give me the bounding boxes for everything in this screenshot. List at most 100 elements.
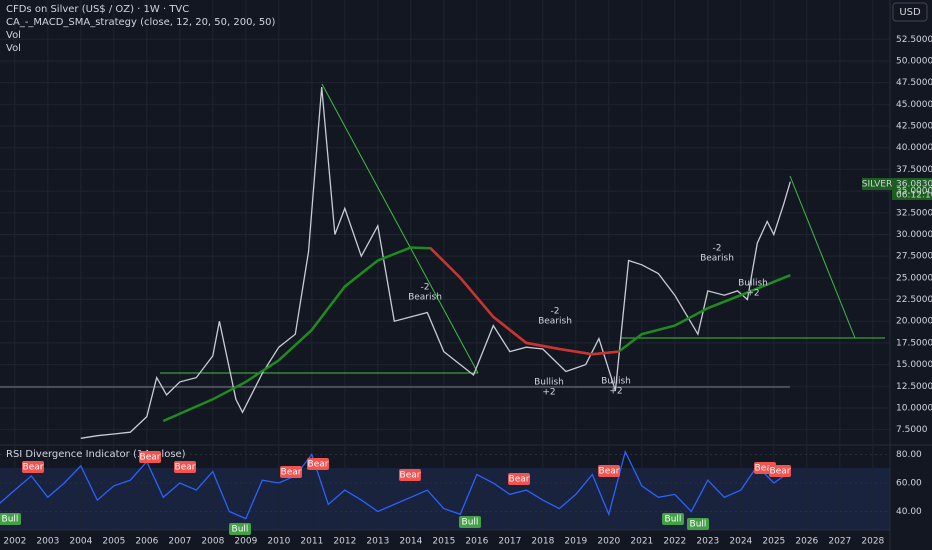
x-tick-label: 2023 — [696, 537, 719, 547]
annotation-text: Bullish — [601, 377, 631, 387]
plot — [0, 86, 791, 520]
series-line — [0, 449, 791, 520]
chart-title: CFDs on Silver (US$ / OZ) · 1W · TVC — [6, 4, 189, 15]
x-tick-label: 2014 — [399, 537, 422, 547]
y-tick-label: 60.00 — [896, 479, 922, 489]
x-tick-label: 2009 — [234, 537, 257, 547]
signal-label: Bear — [755, 464, 776, 474]
signal-label: Bull — [462, 518, 479, 528]
y-tick-label: 12.5000 — [896, 382, 932, 392]
x-tick-label: 2005 — [102, 537, 125, 547]
annotation-text: -2 — [713, 244, 722, 254]
y-tick-label: 22.5000 — [896, 295, 932, 305]
x-tick-label: 2028 — [861, 537, 884, 547]
x-tick-label: 2020 — [597, 537, 620, 547]
y-tick-label: 7.5000 — [896, 425, 928, 435]
y-tick-label: 40.0000 — [896, 143, 932, 153]
signal-badge — [139, 451, 161, 463]
signal-label: Bear — [509, 475, 530, 485]
rsi-title: RSI Divergence Indicator (14, close) — [6, 449, 186, 460]
signal-label: Bear — [175, 463, 196, 473]
y-tick-label: 42.5000 — [896, 122, 932, 132]
y-tick-label: 47.5000 — [896, 78, 932, 88]
x-tick-label: 2021 — [630, 537, 653, 547]
x-tick-label: 2003 — [36, 537, 59, 547]
grid — [0, 0, 890, 530]
signal-label: Bear — [23, 463, 44, 473]
x-tick-label: 2017 — [498, 537, 521, 547]
x-tick-label: 2027 — [828, 537, 851, 547]
signal-label: Bear — [140, 453, 161, 463]
x-tick-label: 2011 — [300, 537, 323, 547]
price-label: 36.0830 — [896, 180, 932, 190]
volume-label: Vol — [6, 30, 21, 41]
annotation-text: +2 — [746, 289, 759, 299]
x-tick-label: 2006 — [135, 537, 158, 547]
signal-badge — [769, 465, 791, 477]
x-tick-label: 2019 — [564, 537, 587, 547]
y-tick-label: 40.00 — [896, 507, 922, 517]
y-tick-label: 50.0000 — [896, 56, 932, 66]
signal-label: Bull — [232, 525, 249, 535]
signal-badge — [459, 516, 481, 528]
y-tick-label: 35.0000 — [896, 187, 932, 197]
countdown-label: 06:12:10 — [896, 191, 932, 201]
x-tick-label: 2013 — [366, 537, 389, 547]
signal-badge — [174, 461, 196, 473]
price-tag — [892, 178, 932, 200]
indicator-label: CA_-_MACD_SMA_strategy (close, 12, 20, 5… — [6, 17, 276, 28]
trend-line — [789, 175, 856, 339]
annotation-text: Bullish — [534, 378, 564, 388]
annotation-text: -2 — [551, 307, 560, 317]
currency-button[interactable] — [892, 2, 928, 22]
y-tick-label: 27.5000 — [896, 252, 932, 262]
signal-badge — [508, 473, 530, 485]
y-tick-label: 10.0000 — [896, 403, 932, 413]
currency-label[interactable]: USD — [899, 7, 921, 18]
volume-label: Vol — [6, 43, 21, 54]
signal-badge — [280, 466, 302, 478]
x-tick-label: 2026 — [795, 537, 818, 547]
signal-badge — [662, 513, 684, 525]
signal-badge — [687, 518, 709, 530]
symbol-tag — [862, 178, 892, 190]
x-tick-label: 2016 — [465, 537, 488, 547]
x-tick-label: 2010 — [267, 537, 290, 547]
x-tick-label: 2004 — [69, 537, 92, 547]
y-tick-label: 15.0000 — [896, 360, 932, 370]
y-tick-label: 25.0000 — [896, 273, 932, 283]
y-tick-label: 80.00 — [896, 450, 922, 460]
x-tick-label: 2002 — [3, 537, 26, 547]
signal-badge — [0, 513, 21, 525]
signal-badge — [229, 523, 251, 535]
series-line — [80, 86, 791, 439]
x-tick-label: 2007 — [168, 537, 191, 547]
signal-badge — [22, 461, 44, 473]
annotation-text: +2 — [609, 387, 622, 397]
signal-label: Bear — [770, 467, 791, 477]
y-tick-label: 17.5000 — [896, 338, 932, 348]
x-tick-label: 2015 — [432, 537, 455, 547]
annotation-text: +2 — [542, 388, 555, 398]
signal-badge — [399, 469, 421, 481]
rsi-band — [0, 468, 890, 530]
y-tick-label: 30.0000 — [896, 230, 932, 240]
y-tick-label: 45.0000 — [896, 100, 932, 110]
signal-label: Bear — [308, 460, 329, 470]
signal-badge — [598, 465, 620, 477]
annotation-text: Bearish — [538, 317, 572, 327]
x-tick-label: 2022 — [663, 537, 686, 547]
signal-label: Bear — [281, 468, 302, 478]
y-tick-label: 32.5000 — [896, 208, 932, 218]
signal-label: Bear — [599, 467, 620, 477]
signal-label: Bull — [665, 515, 682, 525]
signal-badge — [307, 458, 329, 470]
y-tick-label: 37.5000 — [896, 165, 932, 175]
x-tick-label: 2008 — [201, 537, 224, 547]
x-tick-label: 2012 — [333, 537, 356, 547]
series-line — [429, 247, 619, 356]
y-tick-label: 20.0000 — [896, 317, 932, 327]
symbol-label: SILVER — [862, 180, 893, 190]
